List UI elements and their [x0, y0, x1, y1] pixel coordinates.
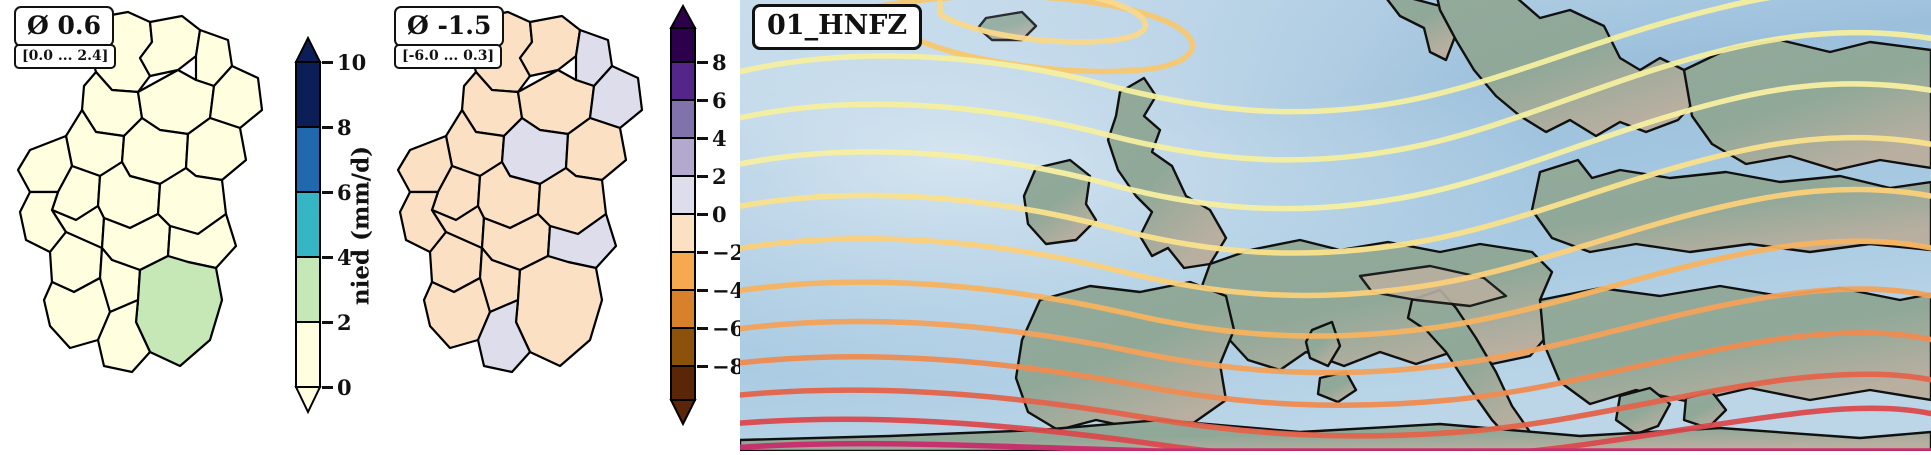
- cbar2-ticklabel-6: 6: [712, 88, 727, 113]
- panel1-mean-value: Ø 0.6: [27, 11, 101, 40]
- cbar1-tick-0: [322, 386, 333, 389]
- panel-precipitation-anomaly: Ø -1.5 [-6.0 ... 0.3]: [380, 0, 767, 451]
- cbar2-ticklabel-0: 0: [712, 202, 727, 227]
- panel1-range-badge: [0.0 ... 2.4]: [14, 44, 117, 69]
- cbar2-ticklabel-4: 4: [712, 126, 727, 151]
- cbar2-tick-2: [697, 175, 708, 178]
- cbar2-tick-6: [697, 99, 708, 102]
- cbar1-ticklabel-10: 10: [337, 50, 367, 75]
- cbar1-tick-10: [322, 61, 333, 64]
- cbar1-ticklabel-6: 6: [337, 180, 352, 205]
- panel2-range-value: [-6.0 ... 0.3]: [402, 48, 495, 64]
- colorbar-precip-mean-gradient: [294, 35, 322, 415]
- cbar2-tick-m6: [697, 327, 708, 330]
- colorbar-precip-mean: 10 8 6 4 2 0 nied (mm/d): [290, 0, 375, 451]
- cbar2-tick-4: [697, 137, 708, 140]
- panel2-range-badge: [-6.0 ... 0.3]: [394, 44, 503, 69]
- cbar1-tick-2: [322, 321, 333, 324]
- cbar2-ticklabel-m4: −4: [712, 278, 745, 303]
- cbar1-tick-8: [322, 126, 333, 129]
- synoptic-map-canvas: [740, 0, 1931, 451]
- germany-map-anomaly: [396, 10, 644, 374]
- cbar2-tick-8: [697, 61, 708, 64]
- panel2-mean-value: Ø -1.5: [407, 11, 492, 40]
- cbar1-tick-6: [322, 191, 333, 194]
- cbar1-ticklabel-4: 4: [337, 245, 352, 270]
- cbar1-tick-4: [322, 256, 333, 259]
- synoptic-title-badge: 01_HNFZ: [752, 4, 923, 50]
- cbar1-ticklabel-8: 8: [337, 115, 352, 140]
- cbar2-ticklabel-8: 8: [712, 50, 727, 75]
- cbar2-ticklabel-m8: −8: [712, 354, 745, 379]
- panel1-mean-badge: Ø 0.6: [14, 6, 114, 47]
- cbar2-tick-m8: [697, 365, 708, 368]
- cbar2-tick-m2: [697, 251, 708, 254]
- colorbar-precip-mean-title: nied (mm/d): [347, 145, 375, 306]
- panel-precipitation-mean: Ø 0.6 [0.0 ... 2.4]: [0, 0, 375, 451]
- cbar2-tick-m4: [697, 289, 708, 292]
- cbar2-ticklabel-m6: −6: [712, 316, 745, 341]
- cbar2-ticklabel-m2: −2: [712, 240, 745, 265]
- cbar1-ticklabel-0: 0: [337, 375, 352, 400]
- cbar2-tick-0: [697, 213, 708, 216]
- colorbar-precip-anomaly: 8 6 4 2 0 −2 −4 −6 −8 nied (mm/d): [665, 0, 767, 451]
- panel-synoptic-chart: 01_HNFZ: [740, 0, 1931, 451]
- europe-geopotential-map: [740, 0, 1931, 451]
- colorbar-precip-anomaly-gradient: [669, 3, 697, 427]
- panel1-range-value: [0.0 ... 2.4]: [22, 48, 109, 64]
- synoptic-title-text: 01_HNFZ: [767, 10, 908, 41]
- germany-map-mean: [16, 10, 264, 374]
- cbar1-ticklabel-2: 2: [337, 310, 352, 335]
- cbar2-ticklabel-2: 2: [712, 164, 727, 189]
- panel2-mean-badge: Ø -1.5: [394, 6, 505, 47]
